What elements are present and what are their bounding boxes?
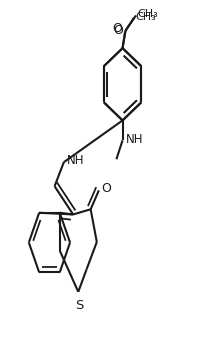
Text: NH: NH <box>67 154 85 167</box>
Text: O: O <box>112 22 122 35</box>
Text: CH₃: CH₃ <box>137 9 158 20</box>
Text: NH: NH <box>126 133 144 146</box>
Text: O: O <box>114 24 123 37</box>
Text: O: O <box>101 182 111 195</box>
Text: S: S <box>75 299 83 312</box>
Text: CH₃: CH₃ <box>135 12 156 22</box>
